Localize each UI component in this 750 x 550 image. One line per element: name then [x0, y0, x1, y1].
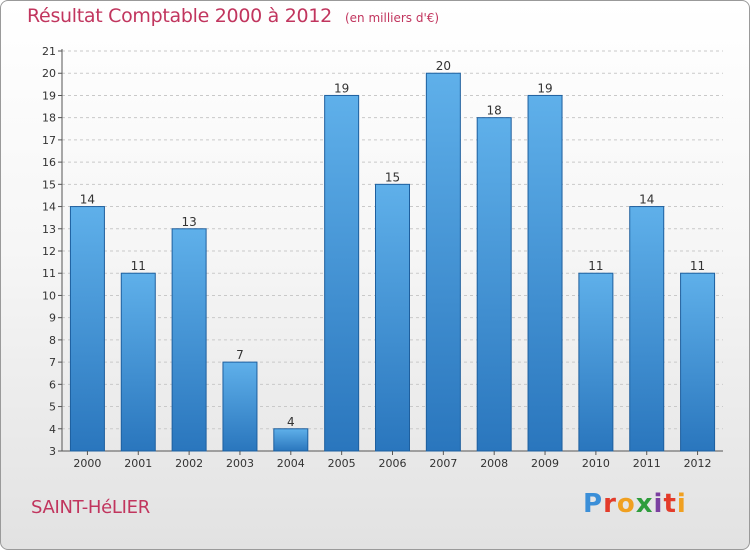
- data-label: 13: [181, 215, 196, 229]
- proxiti-logo: Proxiti: [583, 489, 687, 519]
- logo-letter: x: [635, 489, 654, 519]
- bar: [375, 183, 410, 452]
- bar: [425, 72, 461, 452]
- bar: [171, 228, 207, 452]
- chart-subtitle: (en milliers d'€): [344, 11, 440, 25]
- logo-letter: i: [653, 489, 664, 519]
- y-tick-label: 8: [49, 334, 56, 347]
- y-tick-label: 17: [42, 134, 56, 147]
- bar: [273, 428, 309, 452]
- x-tick-label: 2001: [124, 457, 152, 470]
- data-label: 19: [334, 81, 349, 95]
- y-tick-label: 15: [42, 178, 56, 191]
- x-tick-label: 2005: [328, 457, 356, 470]
- data-label: 15: [385, 170, 400, 184]
- bar: [680, 272, 716, 452]
- data-label: 7: [236, 348, 244, 362]
- y-tick-label: 12: [42, 245, 56, 258]
- y-tick-label: 13: [42, 223, 56, 236]
- bar: [629, 206, 665, 452]
- y-tick-label: 19: [42, 89, 56, 102]
- y-tick-label: 18: [42, 112, 56, 125]
- x-tick-label: 2006: [379, 457, 407, 470]
- logo-letter: t: [663, 489, 677, 519]
- data-label: 14: [639, 193, 654, 207]
- data-label: 19: [537, 81, 552, 95]
- data-label: 11: [588, 259, 603, 273]
- title-row: Résultat Comptable 2000 à 2012 (en milli…: [27, 5, 439, 27]
- y-tick-label: 20: [42, 67, 56, 80]
- y-tick-label: 14: [42, 201, 56, 214]
- logo-letter: i: [676, 489, 687, 519]
- x-tick-label: 2004: [277, 457, 305, 470]
- logo-letter: P: [583, 489, 604, 519]
- x-tick-label: 2002: [175, 457, 203, 470]
- y-tick-label: 6: [49, 378, 56, 391]
- x-tick-label: 2007: [429, 457, 457, 470]
- bar: [120, 272, 156, 452]
- bar: [527, 94, 563, 452]
- data-label: 20: [436, 59, 451, 73]
- data-label: 11: [131, 259, 146, 273]
- bar: [476, 117, 512, 452]
- y-tick-label: 16: [42, 156, 56, 169]
- x-tick-label: 2000: [73, 457, 101, 470]
- x-tick-label: 2011: [633, 457, 661, 470]
- x-tick-label: 2003: [226, 457, 254, 470]
- y-tick-label: 4: [49, 423, 56, 436]
- data-label: 14: [80, 193, 95, 207]
- data-label: 18: [487, 104, 502, 118]
- bar: [222, 361, 258, 452]
- y-tick-label: 7: [49, 356, 56, 369]
- town-name: SAINT-HéLIER: [31, 497, 150, 518]
- logo-letter: o: [616, 489, 636, 519]
- y-tick-label: 5: [49, 401, 56, 414]
- bar: [69, 206, 105, 452]
- y-tick-label: 3: [49, 445, 56, 458]
- bar: [324, 94, 360, 452]
- y-tick-label: 21: [42, 45, 56, 58]
- x-tick-label: 2008: [480, 457, 508, 470]
- x-tick-label: 2010: [582, 457, 610, 470]
- data-label: 4: [287, 415, 295, 429]
- y-tick-label: 10: [42, 289, 56, 302]
- bar: [578, 272, 614, 452]
- x-tick-label: 2009: [531, 457, 559, 470]
- logo-letter: r: [603, 489, 617, 519]
- chart-title: Résultat Comptable 2000 à 2012: [27, 5, 332, 27]
- y-tick-label: 9: [49, 312, 56, 325]
- y-tick-label: 11: [42, 267, 56, 280]
- data-label: 11: [690, 259, 705, 273]
- x-tick-label: 2012: [684, 457, 712, 470]
